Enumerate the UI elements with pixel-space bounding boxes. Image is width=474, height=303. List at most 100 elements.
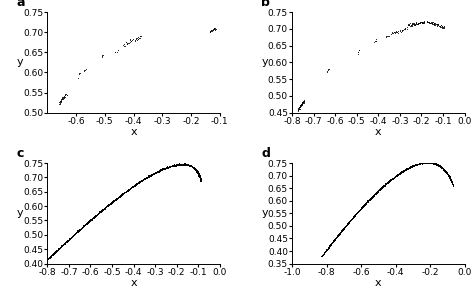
Point	[300, 99, 307, 104]
Point	[427, 21, 435, 25]
Point	[57, 99, 65, 104]
Point	[423, 18, 430, 23]
Point	[298, 101, 306, 106]
Point	[387, 32, 395, 36]
Point	[82, 68, 89, 72]
Point	[132, 35, 140, 40]
Point	[425, 19, 433, 24]
Point	[410, 22, 417, 27]
Point	[418, 20, 426, 25]
Point	[440, 25, 448, 30]
Point	[210, 27, 218, 32]
Point	[391, 29, 398, 34]
Point	[436, 24, 444, 29]
Point	[401, 25, 409, 30]
Y-axis label: y: y	[17, 208, 24, 218]
Point	[420, 19, 428, 24]
Point	[56, 101, 64, 106]
Point	[391, 31, 398, 36]
Point	[398, 28, 406, 32]
Point	[211, 25, 219, 30]
Point	[60, 95, 68, 100]
Point	[301, 98, 308, 103]
Point	[299, 100, 306, 105]
Point	[433, 22, 440, 27]
Point	[134, 36, 142, 41]
Point	[411, 22, 419, 27]
Point	[299, 100, 307, 105]
Point	[355, 48, 363, 53]
Point	[296, 105, 304, 109]
Point	[80, 68, 88, 73]
Point	[417, 20, 424, 25]
Point	[297, 102, 304, 107]
Point	[393, 30, 401, 35]
Point	[392, 28, 400, 33]
Point	[370, 40, 378, 45]
Point	[438, 25, 446, 30]
Point	[131, 37, 138, 42]
Point	[58, 96, 65, 101]
Point	[296, 104, 304, 109]
Point	[418, 19, 426, 24]
Point	[397, 28, 404, 33]
Point	[207, 28, 215, 32]
Point	[439, 24, 447, 29]
Point	[415, 21, 423, 25]
Point	[424, 19, 432, 24]
Point	[298, 101, 305, 105]
Point	[355, 50, 362, 55]
Point	[412, 20, 419, 25]
Point	[408, 23, 415, 28]
X-axis label: x: x	[375, 127, 382, 137]
Point	[208, 29, 216, 34]
Point	[135, 35, 142, 39]
Point	[120, 43, 128, 48]
Point	[414, 21, 421, 25]
Point	[121, 41, 128, 46]
Point	[206, 28, 214, 33]
Point	[301, 98, 308, 103]
Point	[417, 19, 424, 24]
Point	[399, 28, 406, 32]
Point	[56, 98, 64, 103]
Point	[438, 25, 446, 30]
Point	[207, 29, 215, 34]
Point	[121, 43, 129, 48]
Point	[294, 109, 301, 114]
Point	[212, 27, 219, 32]
Point	[428, 20, 436, 25]
Point	[132, 38, 139, 43]
Point	[98, 55, 105, 59]
Point	[383, 34, 390, 39]
Point	[296, 107, 303, 112]
Point	[57, 98, 64, 103]
Point	[113, 49, 121, 54]
Point	[411, 22, 419, 27]
Point	[100, 52, 107, 57]
Point	[209, 28, 217, 33]
Point	[300, 98, 307, 103]
Point	[400, 28, 407, 32]
Point	[56, 99, 64, 104]
Point	[414, 21, 421, 26]
Point	[410, 22, 418, 27]
Point	[134, 36, 141, 41]
X-axis label: x: x	[375, 278, 382, 288]
Point	[127, 38, 134, 43]
Point	[436, 23, 444, 28]
Point	[324, 69, 331, 74]
Point	[434, 22, 441, 27]
Point	[76, 70, 84, 75]
Point	[440, 24, 447, 28]
Point	[111, 49, 119, 54]
Point	[325, 67, 333, 72]
Point	[407, 22, 415, 27]
Point	[209, 27, 217, 32]
Point	[123, 41, 130, 46]
Point	[427, 20, 434, 25]
Point	[407, 23, 414, 28]
Point	[297, 102, 304, 107]
Point	[401, 26, 409, 31]
Point	[123, 40, 130, 45]
